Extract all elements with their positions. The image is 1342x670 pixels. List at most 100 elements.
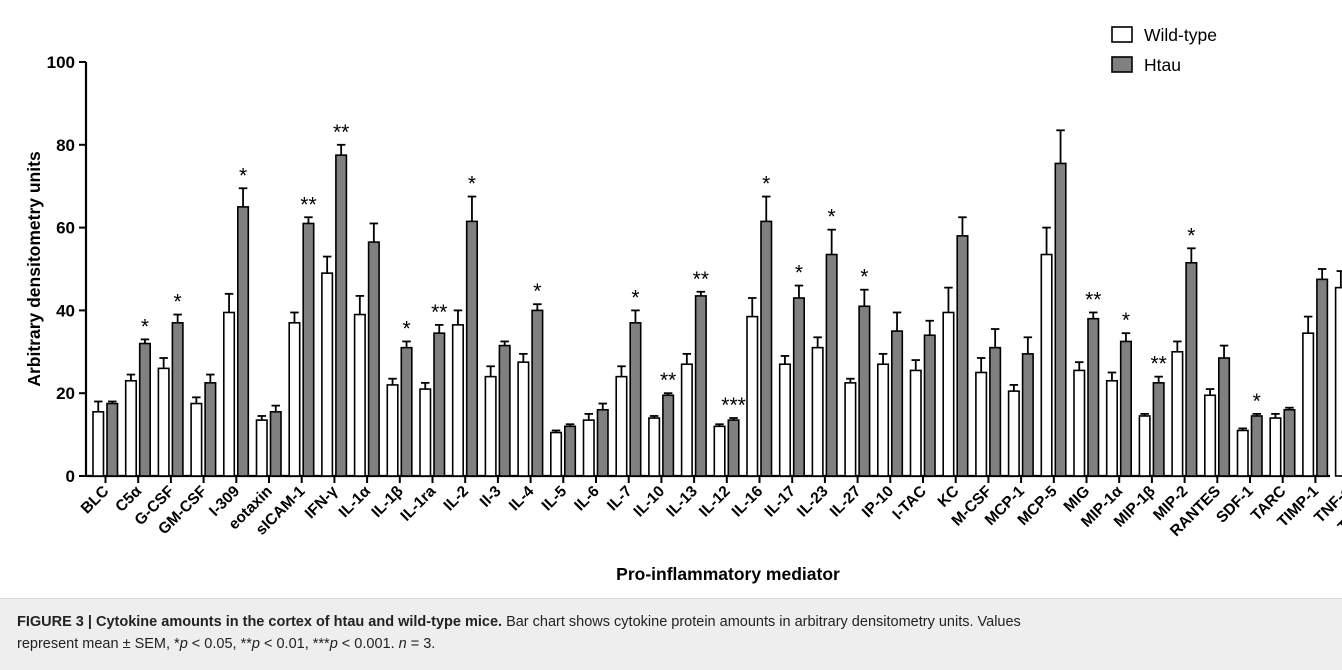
significance-label: ** — [333, 121, 349, 144]
caption-p3: p — [329, 636, 338, 652]
legend-swatch-htau — [1111, 56, 1133, 73]
bar-htau — [1119, 340, 1132, 477]
bar-htau — [1250, 415, 1263, 477]
significance-label: * — [762, 173, 770, 196]
significance-label: ** — [431, 301, 447, 324]
x-tick-label: SDF-1 — [1213, 483, 1257, 527]
bar-wild-type — [157, 367, 170, 477]
significance-label: * — [533, 280, 541, 303]
x-tick-label: IL-2 — [441, 483, 473, 515]
bar-htau — [727, 419, 740, 477]
significance-label: * — [1253, 390, 1261, 413]
bar-htau — [1021, 353, 1034, 477]
x-tick-label: IL-12 — [696, 483, 734, 521]
bar-wild-type — [353, 313, 366, 477]
bar-wild-type — [1171, 350, 1184, 477]
bar-wild-type — [190, 402, 203, 477]
significance-label: *** — [721, 394, 746, 417]
bar-htau — [335, 154, 348, 477]
bar-htau — [1087, 317, 1100, 477]
significance-label: ** — [660, 369, 676, 392]
bar-htau — [204, 382, 217, 477]
bar-wild-type — [1269, 417, 1282, 477]
bar-htau — [923, 334, 936, 477]
bar-htau — [956, 235, 969, 477]
bar-wild-type — [1105, 379, 1118, 477]
bar-wild-type — [451, 324, 465, 477]
caption-text-2e: = 3. — [406, 636, 436, 652]
bar-htau — [237, 206, 250, 477]
bar-wild-type — [223, 311, 236, 477]
significance-label: * — [860, 266, 868, 289]
caption-text-2b: < 0.05, ** — [187, 636, 252, 652]
bar-wild-type — [942, 311, 955, 477]
significance-label: ** — [1150, 353, 1166, 376]
x-tick-label: IL-4 — [506, 483, 538, 515]
bar-chart: 0 20 40 60 80 100 Arbitrary densitometry units… — [24, 25, 1342, 584]
x-tick-label: IL-16 — [729, 483, 767, 521]
bar-wild-type — [648, 417, 661, 477]
bar-wild-type — [844, 382, 857, 477]
bar-wild-type — [419, 388, 432, 477]
x-tick-label: IL-5 — [539, 483, 571, 515]
figure-caption: FIGURE 3 | Cytokine amounts in the corte… — [0, 598, 1342, 670]
significance-label: * — [828, 206, 836, 229]
significance-label: ** — [300, 193, 316, 216]
bar-wild-type — [386, 384, 399, 477]
legend-label-wild-type: Wild-type — [1144, 25, 1217, 45]
bar-htau — [890, 330, 904, 477]
significance-label: ** — [1085, 288, 1101, 311]
bar-htau — [858, 305, 871, 477]
caption-text-1: Bar chart shows cytokine protein amounts… — [502, 614, 1021, 630]
bar-htau — [629, 322, 642, 477]
significance-label: * — [174, 291, 182, 314]
x-tick-label: IL-17 — [761, 483, 799, 521]
bar-wild-type — [876, 363, 890, 477]
x-tick-label: IL-1ra — [397, 483, 439, 525]
bar-htau — [792, 297, 806, 477]
bar-wild-type — [909, 369, 922, 477]
bar-htau — [498, 344, 511, 477]
bar-wild-type — [288, 322, 301, 477]
x-tick-label: IFN-γ — [302, 483, 342, 523]
bar-htau — [1185, 261, 1198, 477]
bar-htau — [433, 332, 446, 477]
bar-wild-type — [484, 375, 497, 477]
bar-htau — [694, 295, 707, 477]
y-tick-label: 80 — [56, 136, 75, 155]
bar-htau — [596, 408, 609, 477]
caption-label: FIGURE 3 | Cytokine amounts in the corte… — [17, 614, 503, 630]
bar-wild-type — [680, 363, 693, 477]
bar-wild-type — [321, 272, 334, 477]
x-tick-label: IL-10 — [631, 483, 669, 521]
significance-label: * — [1122, 309, 1130, 332]
bar-htau — [1283, 408, 1296, 477]
x-tick-label: IL-27 — [827, 483, 865, 521]
bar-htau — [989, 346, 1002, 477]
significance-label: ** — [693, 268, 709, 291]
caption-text-2c: < 0.01, *** — [259, 636, 330, 652]
bar-htau — [400, 346, 413, 477]
bar-wild-type — [582, 419, 595, 477]
significance-label: * — [468, 173, 476, 196]
bar-htau — [106, 402, 119, 477]
bar-htau — [825, 253, 838, 477]
significance-label: * — [402, 317, 410, 340]
significance-label: * — [1187, 224, 1195, 247]
bar-htau — [1152, 382, 1165, 477]
x-tick-label: Il-3 — [477, 483, 505, 511]
bar-htau — [1316, 278, 1329, 477]
x-tick-label: IL-6 — [571, 483, 603, 515]
significance-label: * — [239, 164, 247, 187]
bar-wild-type — [124, 379, 137, 477]
caption-n: n — [398, 636, 407, 652]
bar-wild-type — [255, 419, 268, 477]
bar-wild-type — [975, 371, 988, 477]
bar-wild-type — [1073, 369, 1086, 477]
bar-htau — [171, 322, 184, 477]
y-axis-label: Arbitrary densitometry units — [24, 151, 44, 387]
bar-wild-type — [1040, 253, 1053, 477]
bar-htau — [760, 220, 773, 477]
bar-wild-type — [1204, 394, 1217, 477]
